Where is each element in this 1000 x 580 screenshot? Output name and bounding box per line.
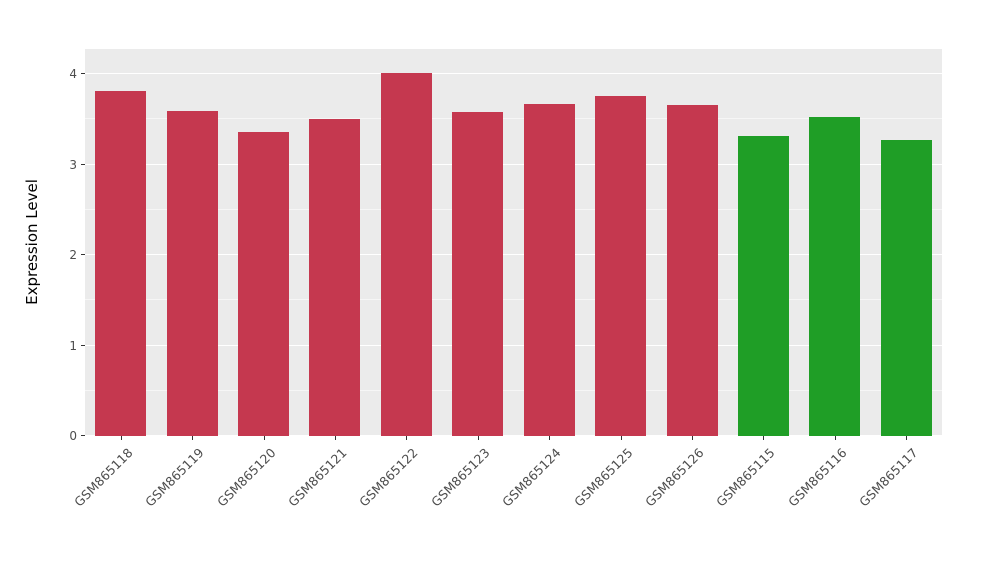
y-tick-mark: [81, 73, 85, 74]
x-tick-label: GSM865117: [856, 445, 921, 510]
y-tick-label: 4: [69, 67, 77, 81]
y-tick-mark: [81, 435, 85, 436]
bar: [809, 117, 860, 436]
x-tick-mark: [264, 436, 265, 440]
x-tick-mark: [906, 436, 907, 440]
bar: [309, 119, 360, 436]
x-tick-label: GSM865126: [642, 445, 707, 510]
y-tick-mark: [81, 163, 85, 165]
x-tick-mark: [692, 436, 693, 440]
x-tick-mark: [835, 436, 836, 440]
bar: [738, 136, 789, 436]
gridline-minor: [85, 118, 942, 120]
bar: [595, 96, 646, 436]
x-tick-mark: [121, 436, 122, 440]
bar: [667, 105, 718, 436]
y-tick-mark: [81, 344, 85, 346]
y-tick-label: 1: [69, 338, 77, 353]
bar: [452, 112, 503, 436]
x-tick-label: GSM865120: [214, 445, 279, 510]
x-tick-label: GSM865122: [356, 445, 421, 510]
gridline-major: [85, 73, 942, 74]
bar: [167, 111, 218, 436]
y-axis-title: Expression Level: [23, 179, 41, 305]
x-tick-label: GSM865116: [785, 445, 850, 510]
bar: [381, 73, 432, 436]
x-tick-label: GSM865118: [71, 445, 136, 510]
x-tick-mark: [406, 436, 407, 440]
gridline-major: [85, 163, 942, 165]
gridline-minor: [85, 389, 942, 391]
y-tick-label: 0: [69, 429, 77, 443]
gridline-major: [85, 435, 942, 436]
y-tick-mark: [81, 254, 85, 255]
gridline-minor: [85, 208, 942, 210]
x-tick-label: GSM865124: [499, 445, 564, 510]
x-tick-label: GSM865115: [713, 445, 778, 510]
x-tick-label: GSM865123: [428, 445, 493, 510]
x-tick-mark: [549, 436, 550, 440]
x-tick-mark: [621, 436, 622, 440]
x-tick-mark: [335, 436, 336, 440]
x-tick-label: GSM865121: [285, 445, 350, 510]
gridline-major: [85, 344, 942, 346]
gridline-major: [85, 254, 942, 255]
bar: [524, 104, 575, 436]
x-tick-mark: [478, 436, 479, 440]
bar: [95, 91, 146, 436]
y-tick-label: 3: [69, 157, 77, 172]
x-tick-mark: [763, 436, 764, 440]
bar: [881, 140, 932, 436]
x-tick-label: GSM865125: [571, 445, 636, 510]
x-tick-mark: [192, 436, 193, 440]
x-tick-label: GSM865119: [142, 445, 207, 510]
gridline-minor: [85, 299, 942, 301]
y-tick-label: 2: [69, 248, 77, 262]
bar: [238, 132, 289, 436]
plot-panel: [85, 49, 942, 436]
